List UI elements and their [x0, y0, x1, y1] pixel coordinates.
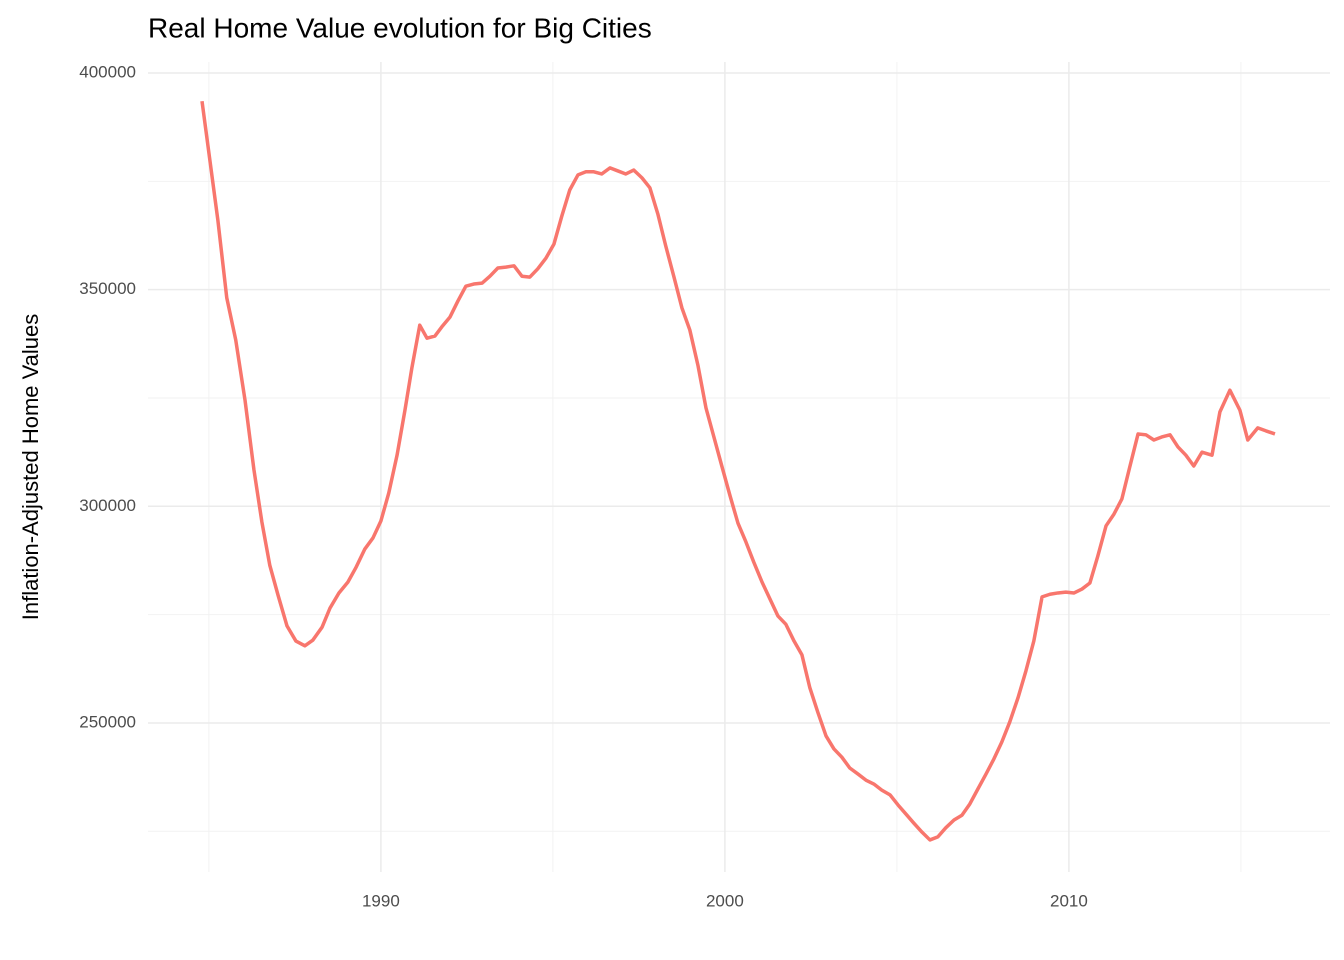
- grid: [148, 62, 1330, 872]
- y-tick-label: 300000: [79, 496, 136, 515]
- y-tick-label: 250000: [79, 712, 136, 731]
- x-tick-label: 2000: [706, 891, 744, 910]
- y-tick-label: 350000: [79, 279, 136, 298]
- line: [200, 100, 1276, 842]
- chart-title: Real Home Value evolution for Big Cities: [148, 12, 652, 43]
- x-tick-label: 2010: [1050, 891, 1088, 910]
- y-axis-label: Inflation-Adjusted Home Values: [18, 314, 43, 621]
- x-tick-label: 1990: [362, 891, 400, 910]
- y-tick-label: 400000: [79, 62, 136, 81]
